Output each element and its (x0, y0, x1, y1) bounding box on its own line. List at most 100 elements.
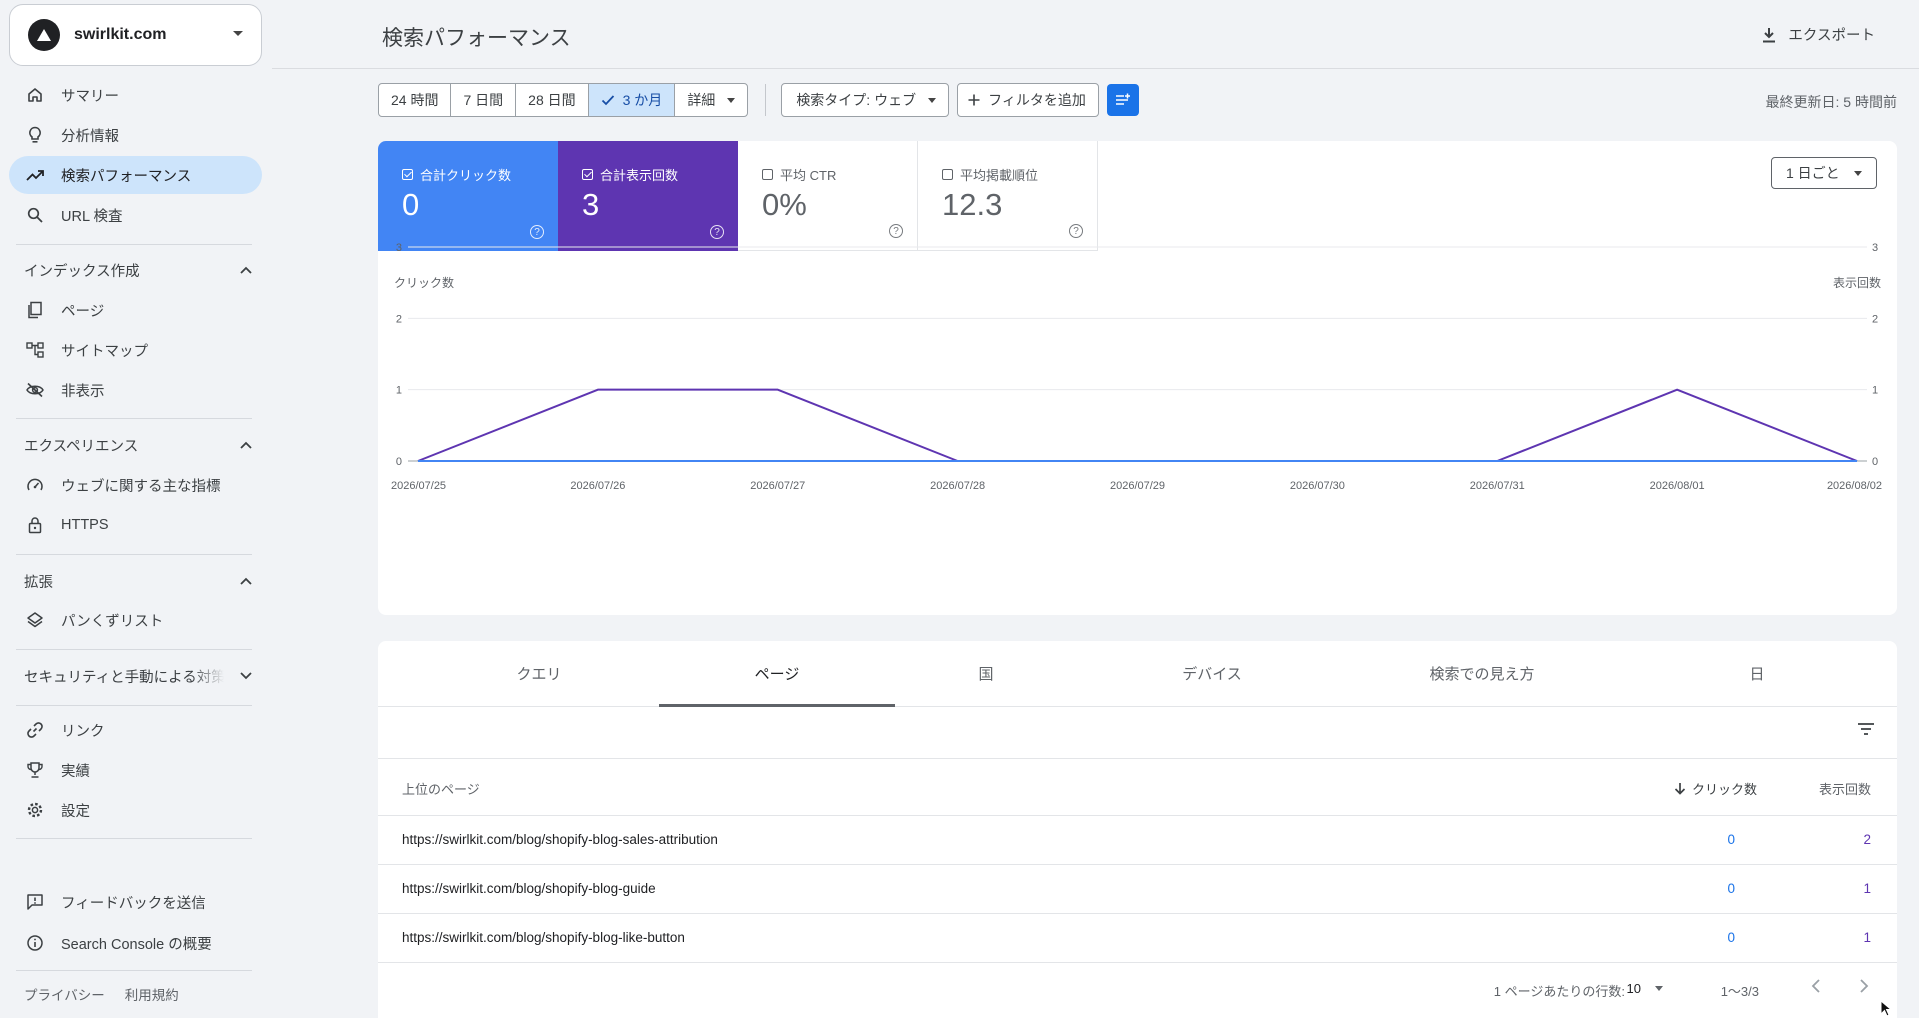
table-pagination: 1 ページあたりの行数: 10 1〜3/3 (378, 965, 1897, 1005)
range-3m-button[interactable]: 3 か月 (588, 84, 676, 116)
nav-summary[interactable]: サマリー (9, 76, 262, 114)
nav-achievements[interactable]: 実績 (9, 751, 262, 789)
date-range-selector: 24 時間 7 日間 28 日間 3 か月 詳細 (378, 83, 749, 117)
granularity-label: 1 日ごと (1786, 165, 1840, 181)
range-custom-button[interactable]: 詳細 (675, 84, 747, 116)
y-tick-label-right: 3 (1872, 242, 1878, 254)
nav-search-performance[interactable]: 検索パフォーマンス (9, 156, 262, 194)
range-7d-button[interactable]: 7 日間 (451, 84, 517, 116)
pagination-range: 1〜3/3 (1720, 984, 1759, 999)
x-tick-label: 2026/07/30 (1290, 480, 1345, 492)
rows-per-page-select[interactable]: 10 (1627, 981, 1663, 996)
row-url[interactable]: https://swirlkit.com/blog/shopify-blog-s… (402, 832, 718, 847)
row-url[interactable]: https://swirlkit.com/blog/shopify-blog-l… (402, 930, 685, 945)
mouse-cursor-icon (1880, 1000, 1892, 1017)
metric-total-clicks-value: 0 (402, 187, 420, 222)
link-icon (25, 720, 45, 740)
nav-links[interactable]: リンク (9, 711, 262, 749)
help-icon[interactable]: ? (710, 225, 724, 239)
nav-about[interactable]: Search Console の概要 (9, 924, 262, 962)
last-updated: 最終更新日: 5 時間前 (1765, 94, 1897, 110)
section-indexing[interactable]: インデックス作成 (24, 255, 252, 285)
range-24h-button[interactable]: 24 時間 (379, 84, 452, 116)
trophy-icon (25, 760, 45, 780)
help-icon[interactable]: ? (1069, 224, 1083, 238)
layers-icon (25, 610, 45, 630)
metric-average-ctr-label: 平均 CTR (780, 168, 837, 183)
pages-icon (25, 300, 45, 320)
y-tick-label-left: 3 (396, 242, 402, 254)
nav-breadcrumbs[interactable]: パンくずリスト (9, 601, 262, 639)
column-impressions[interactable]: 表示回数 (1818, 782, 1871, 797)
privacy-link[interactable]: プライバシー (24, 988, 105, 1003)
column-top-pages: 上位のページ (402, 782, 480, 797)
metric-average-ctr[interactable]: 平均 CTR 0% ? (738, 141, 918, 251)
metric-average-position[interactable]: 平均掲載順位 12.3 ? (918, 141, 1098, 251)
table-filter-row (378, 707, 1897, 759)
caret-down-icon (1854, 170, 1862, 176)
y-axis-right-label: 表示回数 (1833, 275, 1881, 290)
tab-devices[interactable]: デバイス (1182, 666, 1242, 683)
tab-search-appearance[interactable]: 検索での見え方 (1429, 666, 1535, 683)
nav-removals-label: 非表示 (61, 383, 105, 400)
nav-url-inspection[interactable]: URL 検査 (9, 196, 262, 234)
section-enhancements[interactable]: 拡張 (24, 566, 252, 596)
help-icon[interactable]: ? (889, 224, 903, 238)
tab-queries[interactable]: クエリ (516, 666, 562, 683)
granularity-dropdown[interactable]: 1 日ごと (1771, 157, 1877, 189)
chevron-left-icon[interactable] (1811, 979, 1821, 993)
tab-countries[interactable]: 国 (978, 666, 994, 683)
property-logo-icon (28, 19, 60, 51)
metric-total-impressions[interactable]: 合計表示回数 3 ? (558, 141, 738, 251)
range-28d-button[interactable]: 28 日間 (516, 84, 589, 116)
add-filter-button[interactable]: フィルタを追加 (957, 83, 1099, 117)
nav-core-web-vitals[interactable]: ウェブに関する主な指標 (9, 466, 262, 504)
nav-removals[interactable]: 非表示 (9, 371, 262, 409)
metric-total-clicks[interactable]: 合計クリック数 0 ? (378, 141, 558, 251)
table-row[interactable]: https://swirlkit.com/blog/shopify-blog-s… (378, 816, 1897, 865)
nav-pages[interactable]: ページ (9, 291, 262, 329)
checkbox-unchecked-icon (942, 169, 953, 180)
column-clicks[interactable]: クリック数 (1674, 779, 1757, 798)
x-tick-label: 2026/07/28 (930, 480, 985, 492)
help-icon[interactable]: ? (530, 225, 544, 239)
section-experience[interactable]: エクスペリエンス (24, 430, 252, 460)
row-url[interactable]: https://swirlkit.com/blog/shopify-blog-g… (402, 881, 656, 896)
column-clicks-label: クリック数 (1691, 782, 1757, 797)
row-clicks: 0 (1727, 832, 1735, 847)
nav-insights[interactable]: 分析情報 (9, 116, 262, 154)
tab-pages[interactable]: ページ (659, 641, 895, 707)
row-impressions: 1 (1863, 881, 1871, 896)
section-enhancements-title: 拡張 (24, 574, 53, 591)
search-type-dropdown[interactable]: 検索タイプ: ウェブ (781, 83, 950, 117)
x-tick-label: 2026/07/27 (750, 480, 805, 492)
caret-down-icon (928, 97, 937, 103)
nav-https[interactable]: HTTPS (9, 506, 262, 544)
nav-sitemaps[interactable]: サイトマップ (9, 331, 262, 369)
section-security[interactable]: セキュリティと手動による対策 (24, 661, 252, 691)
export-button[interactable]: エクスポート (1762, 24, 1875, 45)
sidebar-divider (16, 554, 252, 555)
table-row[interactable]: https://swirlkit.com/blog/shopify-blog-l… (378, 914, 1897, 963)
lightbulb-icon (25, 125, 45, 145)
section-indexing-title: インデックス作成 (24, 263, 140, 280)
export-label: エクスポート (1788, 28, 1875, 44)
filter-settings-button[interactable] (1106, 84, 1139, 116)
filter-icon[interactable] (1857, 722, 1875, 736)
nav-feedback[interactable]: フィードバックを送信 (9, 883, 262, 921)
nav-settings[interactable]: 設定 (9, 791, 262, 829)
property-selector[interactable]: swirlkit.com (9, 4, 262, 66)
chevron-right-icon[interactable] (1859, 979, 1869, 993)
table-row[interactable]: https://swirlkit.com/blog/shopify-blog-g… (378, 865, 1897, 914)
terms-link[interactable]: 利用規約 (124, 988, 179, 1003)
checkbox-checked-icon (402, 169, 413, 180)
row-clicks: 0 (1727, 930, 1735, 945)
x-tick-label: 2026/07/26 (570, 480, 625, 492)
x-tick-label: 2026/07/25 (391, 480, 446, 492)
metric-total-clicks-label: 合計クリック数 (420, 168, 512, 183)
row-impressions: 1 (1863, 930, 1871, 945)
nav-about-label: Search Console の概要 (61, 936, 212, 953)
arrow-down-icon (1674, 783, 1686, 795)
nav-achievements-label: 実績 (61, 763, 90, 780)
tab-dates[interactable]: 日 (1749, 666, 1765, 683)
